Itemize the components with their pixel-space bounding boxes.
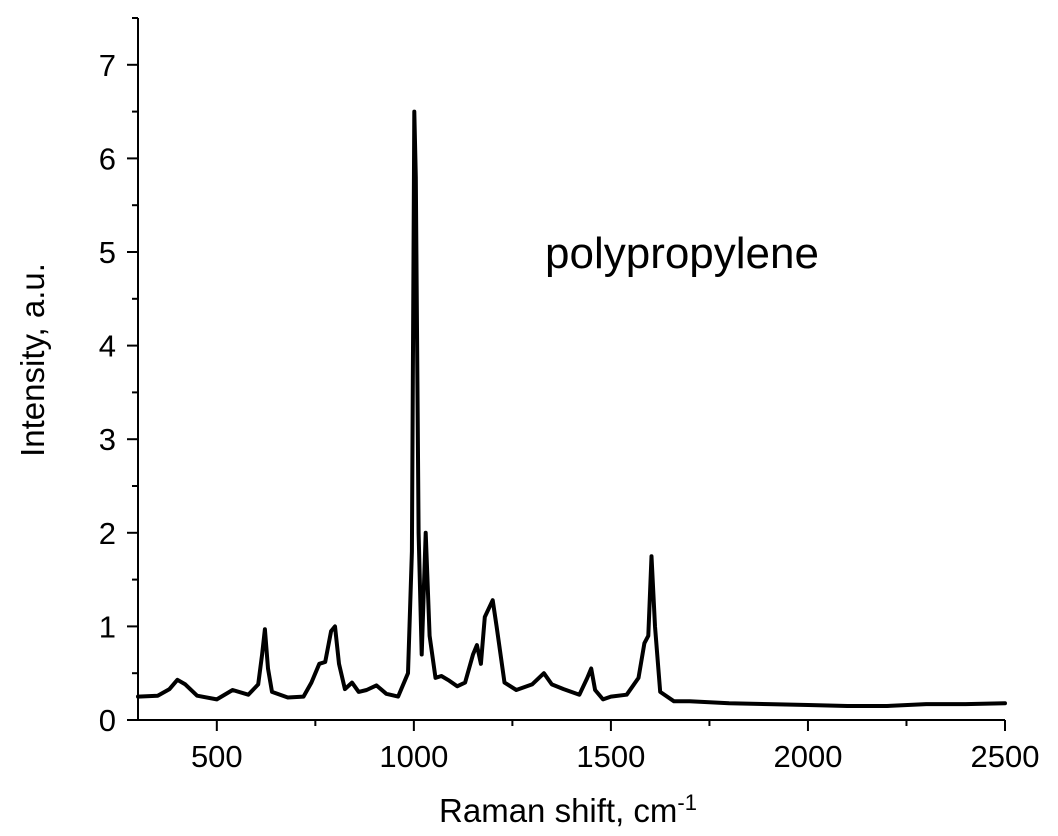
axes: 500 1000 1500 2000 2500 0 1 2 3 4 5 6 7 [99,17,1040,774]
x-tick-label: 2500 [971,739,1040,774]
annotation-label: polypropylene [545,229,819,278]
x-tick-label: 500 [191,739,243,774]
y-tick-label: 6 [99,141,116,176]
y-tick-label: 1 [99,609,116,644]
y-tick-label: 2 [99,516,116,551]
y-tick-label: 3 [99,422,116,457]
x-axis-title-main: Raman shift, cm [439,792,677,829]
x-tick-label: 2000 [773,739,842,774]
y-axis-title: Intensity, a.u. [14,263,51,457]
y-tick-label: 5 [99,235,116,270]
y-tick-label: 7 [99,48,116,83]
x-tick-label: 1000 [379,739,448,774]
x-axis-title-superscript: -1 [677,790,697,815]
x-axis-title: Raman shift, cm-1 [439,790,697,830]
x-tick-label: 1500 [576,739,645,774]
series-line [136,109,1007,708]
y-tick-label: 0 [99,703,116,738]
y-tick-label: 4 [99,329,116,364]
